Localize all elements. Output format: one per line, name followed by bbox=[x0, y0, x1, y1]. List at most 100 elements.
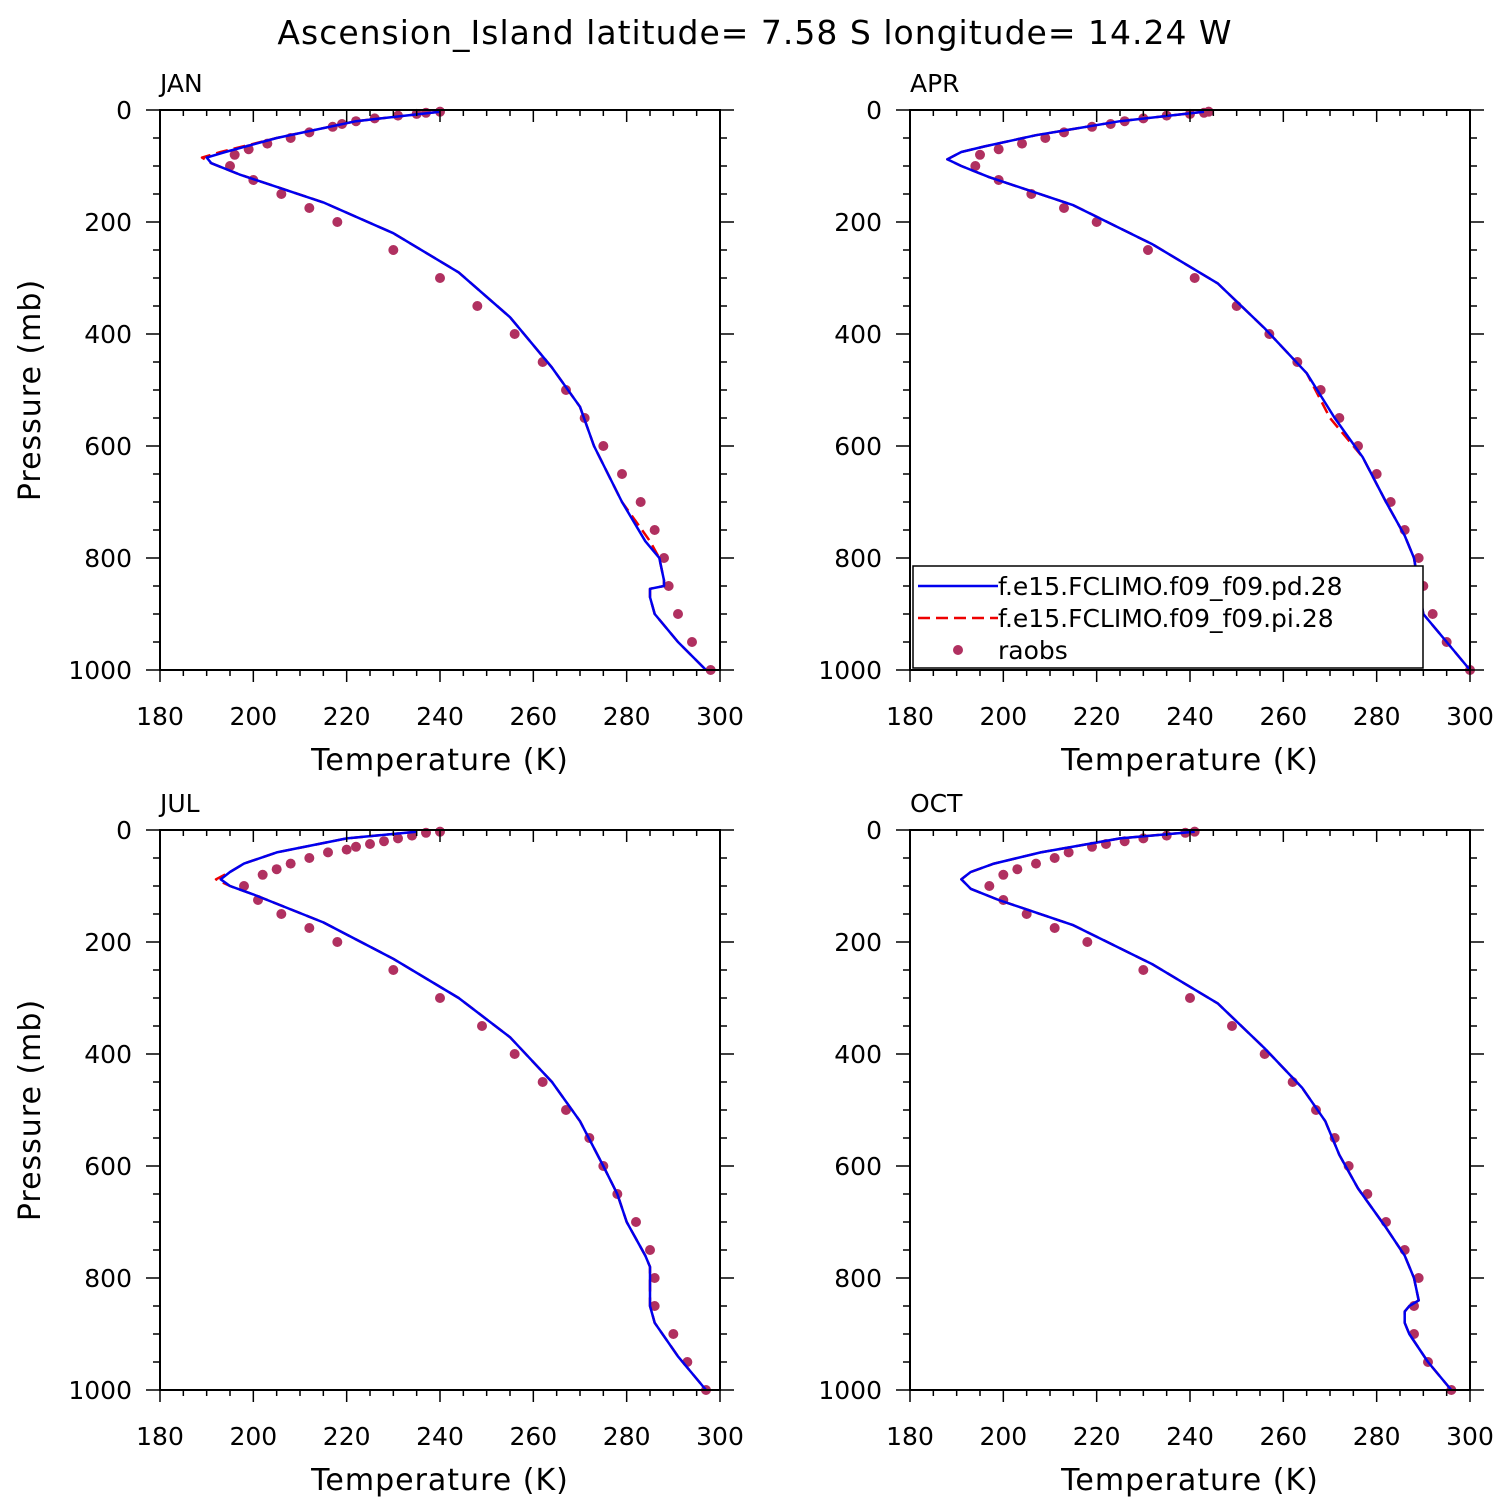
raobs-point bbox=[998, 869, 1009, 880]
raobs-point bbox=[1185, 993, 1195, 1003]
y-tick-label: 800 bbox=[84, 544, 132, 573]
raobs-point bbox=[1143, 245, 1153, 255]
raobs-point bbox=[1049, 853, 1060, 863]
y-tick-label: 800 bbox=[834, 544, 882, 573]
raobs-point bbox=[1017, 138, 1027, 149]
raobs-point bbox=[229, 149, 240, 160]
raobs-point bbox=[388, 245, 399, 255]
y-tick-label: 1000 bbox=[68, 656, 132, 685]
raobs-point bbox=[1413, 1273, 1424, 1283]
raobs-point bbox=[1189, 273, 1200, 283]
raobs-point bbox=[435, 273, 445, 283]
x-tick-label: 240 bbox=[416, 1422, 464, 1451]
y-tick-label: 1000 bbox=[818, 656, 882, 685]
x-tick-label: 280 bbox=[603, 702, 651, 731]
raobs-point bbox=[379, 836, 389, 847]
x-tick-label: 180 bbox=[136, 1422, 184, 1451]
series-line-pd bbox=[205, 110, 707, 671]
raobs-point bbox=[276, 189, 287, 199]
raobs-point bbox=[673, 609, 683, 619]
raobs-point bbox=[323, 847, 333, 858]
raobs-point bbox=[341, 844, 352, 855]
raobs-point bbox=[332, 217, 343, 227]
raobs-point bbox=[631, 1217, 641, 1227]
panel-jan: 180 200 220 240 260 280 300 0 200 400 600 800 1000 JA… bbox=[13, 69, 744, 778]
plot-frame bbox=[909, 829, 1471, 1391]
raobs-point bbox=[537, 1077, 548, 1087]
y-tick-label: 800 bbox=[834, 1264, 882, 1293]
x-tick-label: 300 bbox=[696, 1422, 744, 1451]
panel-apr: 180 200 220 240 260 280 300 0 200 400 600 800 1000 AP… bbox=[818, 69, 1493, 778]
raobs-point bbox=[477, 1021, 487, 1031]
y-tick-label: 0 bbox=[866, 96, 882, 125]
raobs-point bbox=[472, 301, 483, 311]
x-tick-label: 280 bbox=[1353, 1422, 1401, 1451]
raobs-point bbox=[663, 581, 674, 591]
raobs-point bbox=[393, 833, 403, 844]
x-tick-label: 200 bbox=[229, 1422, 277, 1451]
x-tick-label: 300 bbox=[696, 702, 744, 731]
raobs-point bbox=[509, 1049, 520, 1059]
raobs-point bbox=[1012, 864, 1023, 875]
raobs-point bbox=[1427, 609, 1438, 619]
raobs-point bbox=[1413, 553, 1424, 563]
y-tick-label: 0 bbox=[866, 816, 882, 845]
raobs-point bbox=[365, 839, 375, 849]
legend-entry: raobs bbox=[998, 636, 1068, 665]
figure-title: Ascension_Island latitude= 7.58 S longit… bbox=[277, 13, 1232, 52]
y-tick-label: 400 bbox=[834, 1040, 882, 1069]
raobs-point bbox=[1049, 923, 1060, 933]
y-tick-label: 600 bbox=[84, 432, 132, 461]
y-axis-label: Pressure (mb) bbox=[13, 999, 48, 1221]
raobs-point bbox=[1031, 858, 1041, 869]
series-line-pd bbox=[960, 830, 1453, 1391]
x-tick-label: 180 bbox=[886, 1422, 934, 1451]
raobs-point bbox=[1371, 469, 1382, 479]
legend-entry: f.e15.FCLIMO.f09_f09.pi.28 bbox=[998, 604, 1334, 633]
y-tick-label: 1000 bbox=[818, 1376, 882, 1405]
x-tick-label: 300 bbox=[1446, 702, 1494, 731]
x-axis-label: Temperature (K) bbox=[310, 1463, 569, 1498]
raobs-point bbox=[1138, 965, 1149, 975]
x-tick-label: 220 bbox=[1073, 1422, 1121, 1451]
y-tick-label: 600 bbox=[834, 432, 882, 461]
raobs-point bbox=[1227, 1021, 1237, 1031]
legend-entry: f.e15.FCLIMO.f09_f09.pd.28 bbox=[998, 572, 1343, 601]
x-axis-label: Temperature (K) bbox=[310, 743, 569, 778]
y-tick-label: 200 bbox=[84, 208, 132, 237]
raobs-point bbox=[1040, 133, 1051, 143]
y-tick-label: 200 bbox=[834, 208, 882, 237]
series-line-pd bbox=[219, 830, 707, 1391]
raobs-point bbox=[509, 329, 520, 339]
raobs-point bbox=[285, 858, 296, 869]
raobs-point bbox=[561, 1105, 571, 1115]
y-tick-label: 1000 bbox=[68, 1376, 132, 1405]
raobs-point bbox=[304, 923, 315, 933]
x-axis-label: Temperature (K) bbox=[1060, 1463, 1319, 1498]
panel-label: APR bbox=[910, 69, 960, 98]
raobs-point bbox=[304, 853, 315, 863]
y-tick-label: 200 bbox=[834, 928, 882, 957]
raobs-point bbox=[257, 869, 268, 880]
x-tick-label: 220 bbox=[323, 1422, 371, 1451]
panel-label: JUL bbox=[158, 789, 200, 818]
plot-frame bbox=[159, 109, 721, 671]
y-axis-label: Pressure (mb) bbox=[13, 279, 48, 501]
y-tick-label: 0 bbox=[116, 816, 132, 845]
raobs-point bbox=[351, 841, 361, 852]
y-tick-label: 400 bbox=[84, 1040, 132, 1069]
x-tick-label: 280 bbox=[603, 1422, 651, 1451]
raobs-point bbox=[598, 441, 609, 451]
x-tick-label: 220 bbox=[1073, 702, 1121, 731]
x-tick-label: 180 bbox=[886, 702, 934, 731]
raobs-point bbox=[649, 1273, 660, 1283]
raobs-point bbox=[1082, 937, 1093, 947]
series-line-pi bbox=[960, 830, 1453, 1391]
x-tick-label: 240 bbox=[416, 702, 464, 731]
raobs-point bbox=[276, 909, 287, 919]
y-tick-label: 600 bbox=[84, 1152, 132, 1181]
y-tick-label: 800 bbox=[84, 1264, 132, 1293]
raobs-point bbox=[649, 525, 660, 535]
x-tick-label: 260 bbox=[1259, 702, 1307, 731]
raobs-point bbox=[304, 203, 315, 213]
